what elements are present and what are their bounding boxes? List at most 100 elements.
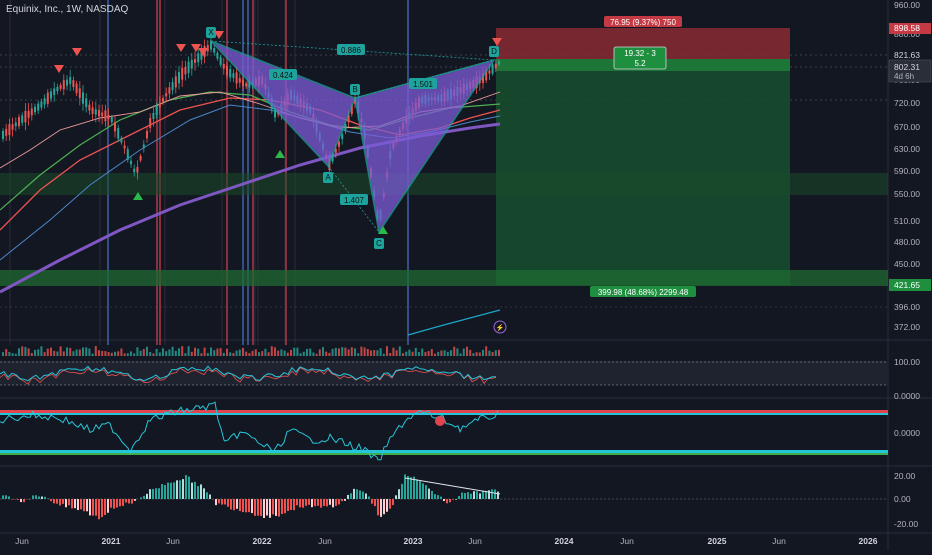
ratio-label-text: 0.424 (273, 71, 294, 80)
candle-body (47, 93, 49, 104)
volume-bar (188, 346, 190, 356)
histogram-bar (218, 499, 220, 503)
chart-title: Equinix, Inc., 1W, NASDAQ (6, 4, 128, 15)
cci-lower-band-cyan (0, 450, 888, 453)
histogram-bar (128, 499, 130, 503)
histogram-bar (176, 480, 178, 499)
histogram-bar (116, 499, 118, 508)
time-axis-label: 2025 (708, 536, 727, 546)
volume-bar (85, 347, 87, 356)
histogram-bar (359, 490, 361, 499)
price-scale-label: 372.00 (894, 322, 920, 332)
volume-bar (408, 350, 410, 356)
tp-price-label: 421.65 (894, 280, 920, 290)
volume-bar (31, 353, 33, 356)
volume-bar (37, 349, 39, 356)
candle-body (18, 117, 20, 126)
volume-bar (149, 352, 151, 356)
histogram-bar (248, 499, 250, 512)
candle-body (226, 66, 228, 76)
time-axis-label: Jun (166, 536, 180, 546)
volume-bar (360, 347, 362, 356)
pattern-point-a[interactable]: A (323, 172, 333, 183)
volume-bar (92, 354, 94, 356)
volume-bar (440, 350, 442, 356)
histogram-bar (416, 479, 418, 499)
pattern-point-c[interactable]: C (374, 238, 384, 249)
volume-bar (415, 348, 417, 356)
reward-label-text: 399.98 (48.68%) 2299.48 (598, 288, 689, 297)
volume-bar (335, 348, 337, 356)
candle-body (149, 118, 151, 128)
support-band (0, 173, 888, 195)
volume-bar (376, 350, 378, 356)
signal-line-blue (247, 0, 249, 345)
pattern-point-label: B (352, 85, 357, 94)
candle-body (82, 92, 84, 103)
volume-bar (88, 349, 90, 356)
volume-bar (396, 350, 398, 356)
volume-bar (370, 350, 372, 356)
price-scale-label: 396.00 (894, 302, 920, 312)
hist-scale-label: -20.00 (894, 519, 918, 529)
pattern-point-x[interactable]: X (206, 27, 216, 38)
volume-bar (108, 352, 110, 356)
histogram-bar (2, 495, 4, 499)
histogram-bar (290, 499, 292, 510)
volume-bar (309, 349, 311, 356)
histogram-bar (89, 499, 91, 515)
volume-bar (175, 351, 177, 356)
histogram-bar (449, 499, 451, 502)
time-axis-label: Jun (468, 536, 482, 546)
ratio-label-text: 1.501 (413, 80, 434, 89)
histogram-bar (368, 496, 370, 499)
candle-body (194, 59, 196, 63)
histogram-bar (185, 475, 187, 499)
candle-body (159, 103, 161, 107)
volume-bar (373, 350, 375, 356)
volume-bar (178, 348, 180, 356)
volume-bar (184, 353, 186, 356)
histogram-bar (407, 476, 409, 499)
volume-bar (364, 347, 366, 356)
histogram-bar (161, 484, 163, 499)
pattern-point-d[interactable]: D (489, 46, 499, 57)
candle-body (5, 129, 7, 136)
time-axis-label: Jun (15, 536, 29, 546)
histogram-bar (149, 489, 151, 499)
time-axis-label: Jun (318, 536, 332, 546)
ratio-label-text: 0.886 (341, 46, 362, 55)
histogram-bar (296, 499, 298, 505)
candle-body (92, 107, 94, 114)
histogram-bar (158, 488, 160, 499)
histogram-bar (224, 499, 226, 504)
candle-body (143, 145, 145, 149)
candle-body (156, 106, 158, 115)
histogram-bar (314, 499, 316, 506)
candle-body (197, 53, 199, 62)
volume-bar (229, 352, 231, 356)
volume-bar (216, 349, 218, 356)
volume-bar (101, 351, 103, 356)
histogram-bar (398, 489, 400, 499)
candle-body (50, 91, 52, 98)
histogram-bar (233, 499, 235, 510)
volume-bar (165, 351, 167, 356)
candle-body (488, 70, 490, 73)
hist-scale-label: 0.00 (894, 494, 911, 504)
volume-bar (44, 352, 46, 356)
volume-bar (479, 352, 481, 356)
candle-body (63, 80, 65, 89)
histogram-bar (122, 499, 124, 506)
pattern-point-b[interactable]: B (350, 84, 360, 95)
histogram-bar (428, 489, 430, 499)
candle-body (98, 110, 100, 116)
histogram-bar (131, 499, 133, 504)
histogram-bar (491, 489, 493, 499)
candle-body (79, 88, 81, 98)
histogram-bar (479, 493, 481, 499)
histogram-bar (152, 489, 154, 499)
volume-bar (389, 353, 391, 356)
